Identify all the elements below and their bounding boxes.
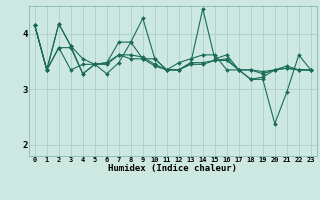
X-axis label: Humidex (Indice chaleur): Humidex (Indice chaleur) bbox=[108, 164, 237, 173]
